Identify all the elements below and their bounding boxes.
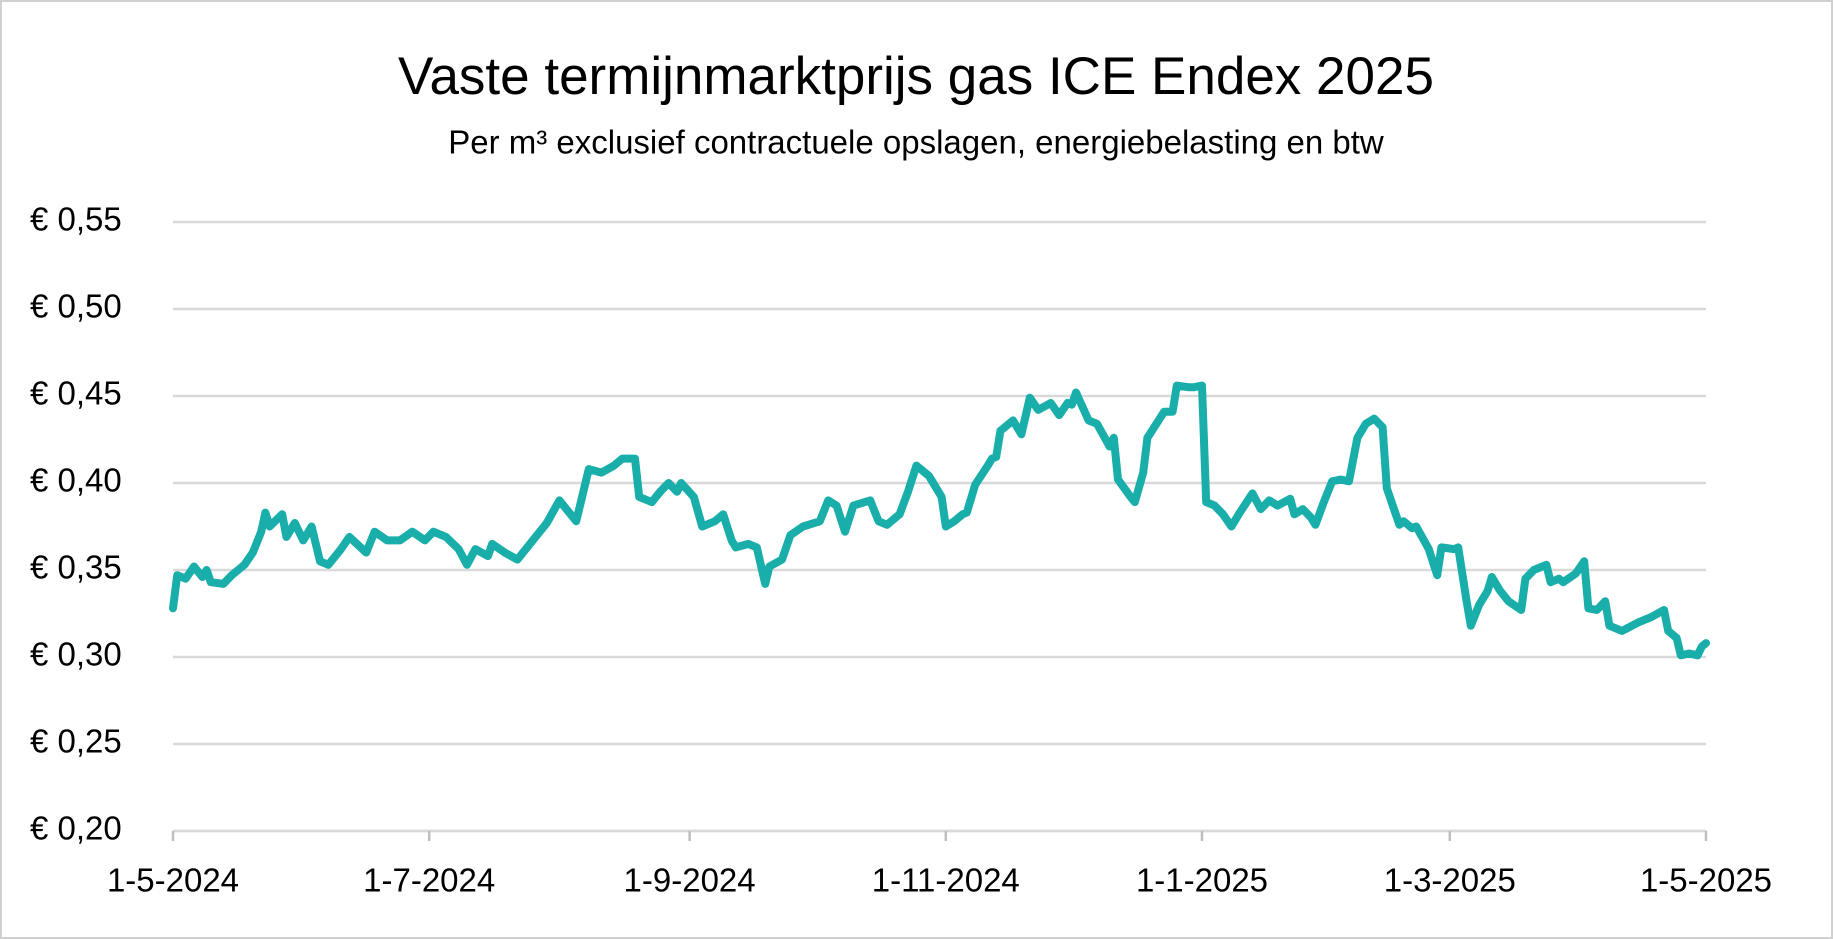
x-tick-label: 1-1-2025 [1136,862,1268,899]
x-tick-label: 1-11-2024 [872,862,1020,899]
y-tick-label: € 0,20 [30,810,122,847]
y-tick-label: € 0,25 [30,723,122,760]
x-tick-label: 1-5-2024 [107,862,239,899]
chart-subtitle: Per m³ exclusief contractuele opslagen, … [448,124,1384,161]
x-tick-label: 1-7-2024 [363,862,495,899]
y-tick-label: € 0,30 [30,636,122,673]
y-tick-label: € 0,35 [30,549,122,586]
x-tick-label: 1-3-2025 [1384,862,1516,899]
price-line [169,381,1710,660]
chart-title: Vaste termijnmarktprijs gas ICE Endex 20… [398,47,1434,106]
y-tick-label: € 0,45 [30,375,122,412]
y-tick-label: € 0,55 [30,201,122,238]
y-tick-label: € 0,40 [30,462,122,499]
y-tick-label: € 0,50 [30,288,122,325]
x-tick-label: 1-5-2025 [1640,862,1772,899]
x-tick-label: 1-9-2024 [624,862,756,899]
